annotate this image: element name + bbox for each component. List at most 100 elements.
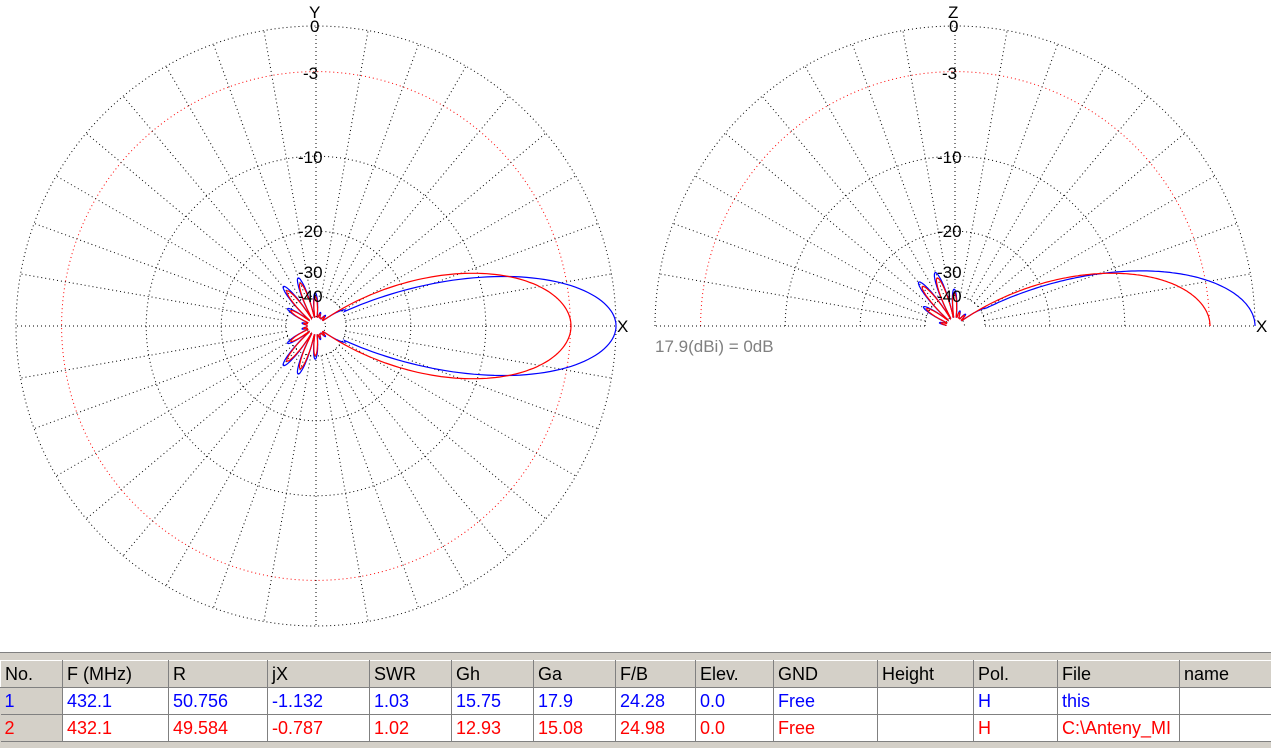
- col-header-r[interactable]: R: [169, 661, 268, 688]
- grid-spoke: [86, 345, 293, 519]
- series-1-elevation-curve: [918, 271, 1255, 326]
- cell-fb: 24.98: [616, 715, 696, 742]
- results-table-panel: No. F (MHz) R jX SWR Gh Ga F/B Elev. GND…: [0, 652, 1271, 748]
- col-header-swr[interactable]: SWR: [370, 661, 452, 688]
- col-header-ga[interactable]: Ga: [534, 661, 616, 688]
- grid-spoke: [335, 349, 509, 556]
- grid-spoke: [852, 44, 944, 298]
- grid-spoke: [86, 133, 293, 307]
- grid-spoke: [346, 274, 612, 321]
- grid-spoke: [695, 176, 929, 311]
- radiation-pattern-plots: Y X Z X 0 -3 -10 -20 -30 -40 0 -3 -10 -2…: [0, 0, 1271, 650]
- cell-file: this: [1058, 688, 1180, 715]
- grid-spoke: [342, 341, 576, 476]
- cell-frequency: 432.1: [63, 715, 169, 742]
- cell-gnd: Free: [774, 688, 878, 715]
- grid-spoke: [960, 31, 1007, 297]
- grid-spoke: [213, 44, 305, 298]
- grid-spoke: [34, 336, 288, 428]
- cell-file: C:\Anteny_MI: [1058, 715, 1180, 742]
- series-2-azimuth-curve: [287, 273, 571, 378]
- grid-spoke: [321, 356, 368, 622]
- grid-spoke: [673, 223, 927, 315]
- grid-spoke: [166, 66, 301, 300]
- grid-spoke: [264, 356, 311, 622]
- col-header-no[interactable]: No.: [1, 661, 63, 688]
- grid-spoke: [21, 331, 287, 378]
- elevation-axis-x-label: X: [1256, 317, 1267, 336]
- table-row[interactable]: 1 432.1 50.756 -1.132 1.03 15.75 17.9 24…: [1, 688, 1271, 715]
- el-ring-label-10: -10: [937, 148, 962, 167]
- grid-spoke: [166, 352, 301, 586]
- grid-spoke: [660, 274, 926, 321]
- grid-spoke: [335, 96, 509, 303]
- cell-ga: 15.08: [534, 715, 616, 742]
- grid-spoke: [34, 223, 288, 315]
- cell-height: [878, 715, 974, 742]
- col-header-gh[interactable]: Gh: [452, 661, 534, 688]
- grid-spoke: [326, 354, 418, 608]
- col-header-elev[interactable]: Elev.: [696, 661, 774, 688]
- cell-pol: H: [974, 688, 1058, 715]
- az-ring-label-20: -20: [298, 222, 323, 241]
- cell-fb: 24.28: [616, 688, 696, 715]
- cell-swr: 1.03: [370, 688, 452, 715]
- grid-spoke: [123, 349, 297, 556]
- grid-spoke: [326, 44, 418, 298]
- grid-spoke: [970, 66, 1105, 300]
- col-header-pol[interactable]: Pol.: [974, 661, 1058, 688]
- cell-jx: -1.132: [268, 688, 370, 715]
- grid-spoke: [725, 133, 932, 307]
- grid-spoke: [56, 176, 290, 311]
- grid-spoke: [56, 341, 290, 476]
- cell-pol: H: [974, 715, 1058, 742]
- col-header-fb[interactable]: F/B: [616, 661, 696, 688]
- az-ring-label-0: 0: [310, 17, 319, 36]
- col-header-jx[interactable]: jX: [268, 661, 370, 688]
- az-ring-label-30: -30: [298, 263, 323, 282]
- table-row[interactable]: 2 432.1 49.584 -0.787 1.02 12.93 15.08 2…: [1, 715, 1271, 742]
- col-header-frequency[interactable]: F (MHz): [63, 661, 169, 688]
- cell-r: 49.584: [169, 715, 268, 742]
- grid-spoke: [331, 352, 466, 586]
- cell-name: [1180, 688, 1271, 715]
- cell-jx: -0.787: [268, 715, 370, 742]
- grid-spoke: [805, 66, 940, 300]
- grid-spoke: [346, 331, 612, 378]
- cell-ga: 17.9: [534, 688, 616, 715]
- cell-swr: 1.02: [370, 715, 452, 742]
- gain-reference-label: 17.9(dBi) = 0dB: [655, 337, 774, 357]
- el-ring-label-40: -40: [937, 287, 962, 306]
- grid-spoke: [123, 96, 297, 303]
- grid-spoke: [344, 223, 598, 315]
- grid-spoke: [762, 96, 936, 303]
- el-ring-label-0: 0: [949, 17, 958, 36]
- cell-no: 2: [1, 715, 63, 742]
- grid-spoke: [344, 336, 598, 428]
- col-header-name[interactable]: name: [1180, 661, 1271, 688]
- col-header-file[interactable]: File: [1058, 661, 1180, 688]
- grid-spoke: [339, 133, 546, 307]
- el-ring-label-3: -3: [942, 64, 957, 83]
- az-ring-label-40: -40: [298, 287, 323, 306]
- col-header-height[interactable]: Height: [878, 661, 974, 688]
- cell-elev: 0.0: [696, 688, 774, 715]
- cell-gh: 12.93: [452, 715, 534, 742]
- cell-r: 50.756: [169, 688, 268, 715]
- az-ring-label-10: -10: [298, 148, 323, 167]
- grid-spoke: [983, 223, 1237, 315]
- grid-spoke: [342, 176, 576, 311]
- grid-spoke: [21, 274, 287, 321]
- grid-spoke: [965, 44, 1057, 298]
- az-ring-label-3: -3: [303, 64, 318, 83]
- cell-name: [1180, 715, 1271, 742]
- grid-spoke: [331, 66, 466, 300]
- cell-elev: 0.0: [696, 715, 774, 742]
- grid-spoke: [321, 31, 368, 297]
- results-table: No. F (MHz) R jX SWR Gh Ga F/B Elev. GND…: [0, 660, 1271, 742]
- table-header-row: No. F (MHz) R jX SWR Gh Ga F/B Elev. GND…: [1, 661, 1271, 688]
- azimuth-axis-x-label: X: [617, 317, 628, 336]
- cell-gnd: Free: [774, 715, 878, 742]
- el-ring-label-20: -20: [937, 222, 962, 241]
- col-header-gnd[interactable]: GND: [774, 661, 878, 688]
